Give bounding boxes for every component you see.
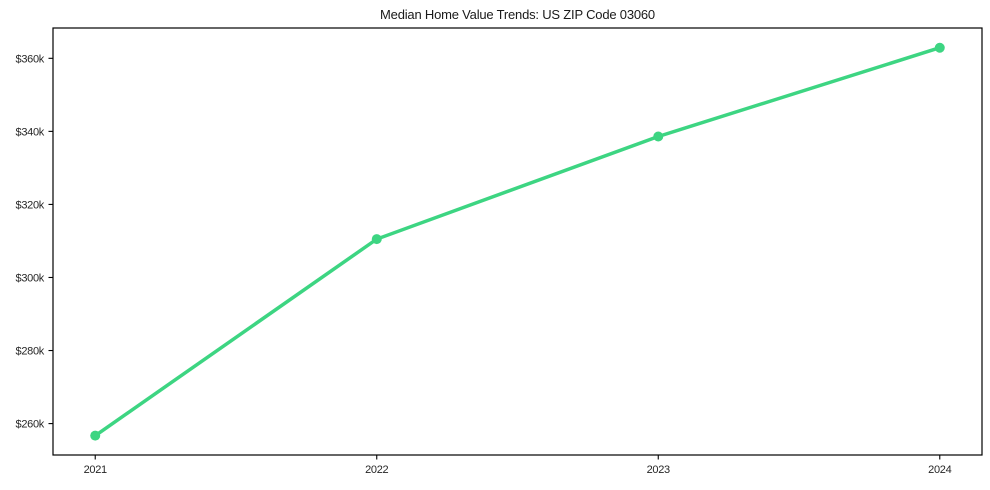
x-tick-label: 2023 <box>647 464 670 476</box>
x-tick-label: 2021 <box>84 464 107 476</box>
data-point-marker <box>653 131 664 142</box>
data-point-marker <box>934 42 945 53</box>
chart-title: Median Home Value Trends: US ZIP Code 03… <box>380 7 655 22</box>
x-tick-label: 2022 <box>365 464 388 476</box>
series-line <box>93 45 942 438</box>
axes-frame <box>52 27 983 456</box>
y-tick-label: $340k <box>16 126 45 138</box>
y-tick-label: $320k <box>16 199 45 211</box>
y-tick-label: $280k <box>16 346 45 358</box>
data-point-marker <box>371 234 382 245</box>
y-tick-label: $360k <box>16 53 45 65</box>
x-tick-label: 2024 <box>928 464 951 476</box>
y-tick-label: $300k <box>16 272 45 284</box>
y-tick-label: $260k <box>16 419 45 431</box>
data-point-marker <box>90 430 101 441</box>
